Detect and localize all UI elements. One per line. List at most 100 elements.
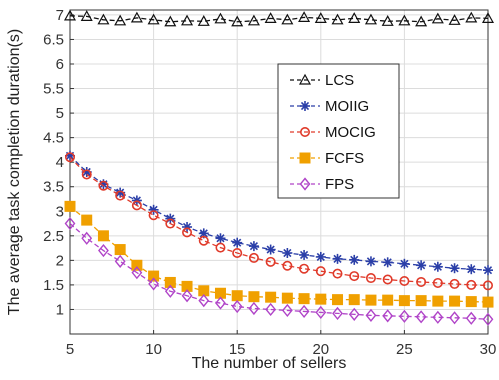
data-point-lcs: [197, 15, 210, 26]
data-point-lcs: [231, 15, 244, 27]
data-point-fcfs: [398, 295, 410, 307]
data-point-fcfs: [415, 295, 427, 307]
data-point-fps: [114, 254, 126, 268]
data-point-mocig: [232, 248, 243, 259]
legend-label-fps: FPS: [325, 176, 354, 193]
data-point-lcs: [164, 15, 177, 27]
asterisk-stroke: [383, 258, 392, 267]
data-point-fcfs: [231, 290, 243, 302]
asterisk-stroke: [433, 262, 442, 271]
series-lcs: [63, 9, 495, 27]
data-point-fcfs: [131, 259, 143, 271]
data-point-lcs: [63, 9, 77, 21]
data-point-mocig: [215, 242, 226, 253]
data-point-moiig: [332, 253, 343, 264]
data-point-fcfs: [265, 291, 277, 303]
asterisk-stroke: [266, 245, 275, 254]
data-point-fcfs: [432, 295, 444, 307]
asterisk-stroke: [366, 257, 376, 266]
asterisk-stroke: [316, 252, 325, 262]
data-point-mocig: [332, 268, 343, 279]
data-point-fps: [181, 289, 193, 303]
x-tick-label: 15: [229, 341, 246, 358]
legend-item-mocig: MOCIG: [290, 124, 376, 141]
x-tick-label: 20: [312, 341, 329, 358]
asterisk-stroke: [283, 248, 292, 258]
data-point-fps: [281, 303, 293, 318]
data-point-fps: [215, 296, 226, 310]
x-tick-label: 30: [480, 341, 497, 358]
y-tick-label: 4.5: [43, 130, 64, 147]
asterisk-stroke: [417, 261, 426, 270]
data-point-mocig: [165, 218, 176, 229]
data-point-fps: [198, 294, 210, 308]
data-point-mocig: [365, 273, 376, 284]
data-point-moiig: [198, 228, 209, 239]
data-point-fcfs: [382, 294, 394, 306]
y-tick-label: 5.5: [43, 81, 64, 98]
data-point-fps: [315, 305, 327, 320]
data-point-mocig: [81, 169, 92, 180]
legend-item-lcs: LCS: [290, 72, 354, 89]
data-point-moiig: [232, 237, 243, 248]
y-tick-label: 7: [56, 7, 64, 24]
y-tick-label: 1: [56, 301, 64, 318]
data-point-fcfs: [298, 293, 310, 305]
data-point-moiig: [432, 261, 443, 272]
legend-marker-fps: [299, 177, 311, 191]
data-point-fps: [449, 311, 460, 325]
y-tick-label: 2: [56, 252, 64, 269]
data-point-moiig: [282, 248, 293, 258]
data-point-fcfs: [348, 294, 360, 306]
data-point-lcs: [264, 12, 277, 23]
y-tick-label: 6.5: [43, 31, 64, 48]
legend-item-moiig: MOIIG: [290, 98, 369, 115]
data-point-lcs: [448, 14, 461, 25]
legend-label-moiig: MOIIG: [325, 98, 369, 115]
data-point-moiig: [265, 244, 276, 255]
asterisk-stroke: [299, 250, 309, 260]
data-point-mocig: [198, 235, 209, 246]
data-point-fps: [248, 301, 260, 316]
data-point-mocig: [98, 180, 109, 191]
y-tick-label: 2.5: [43, 228, 64, 245]
data-point-fcfs: [365, 294, 377, 306]
data-point-fcfs: [281, 292, 293, 304]
asterisk-stroke: [300, 101, 310, 111]
data-point-fps: [231, 299, 243, 314]
data-point-fps: [332, 306, 343, 320]
legend-box: [277, 63, 400, 199]
asterisk-stroke: [233, 238, 242, 247]
data-point-fps: [265, 302, 277, 317]
data-point-fcfs: [315, 293, 327, 305]
series-layer: [63, 9, 495, 326]
data-point-fps: [465, 311, 477, 325]
data-point-fps: [432, 310, 444, 324]
data-point-lcs: [314, 12, 327, 23]
data-point-lcs: [281, 13, 294, 25]
data-point-mocig: [466, 279, 477, 290]
legend-marker-lcs: [298, 73, 312, 85]
data-point-mocig: [182, 227, 193, 238]
data-point-lcs: [398, 14, 411, 26]
data-point-lcs: [465, 11, 478, 23]
data-point-moiig: [416, 260, 427, 271]
asterisk-stroke: [249, 242, 259, 251]
data-point-fcfs: [332, 294, 344, 306]
data-point-mocig: [282, 260, 293, 271]
data-point-fps: [298, 304, 310, 319]
y-tick-label: 1.5: [43, 277, 64, 294]
data-point-fcfs: [148, 270, 160, 282]
series-line-mocig: [69, 156, 489, 287]
data-point-mocig: [148, 210, 159, 221]
legend-marker-moiig: [300, 101, 310, 111]
data-point-moiig: [215, 233, 226, 244]
legend-item-fps: FPS: [290, 176, 354, 193]
data-point-mocig: [449, 278, 460, 289]
data-point-fcfs: [465, 296, 477, 308]
series-fps: [64, 216, 494, 326]
asterisk-stroke: [400, 259, 409, 268]
data-point-lcs: [214, 12, 227, 24]
